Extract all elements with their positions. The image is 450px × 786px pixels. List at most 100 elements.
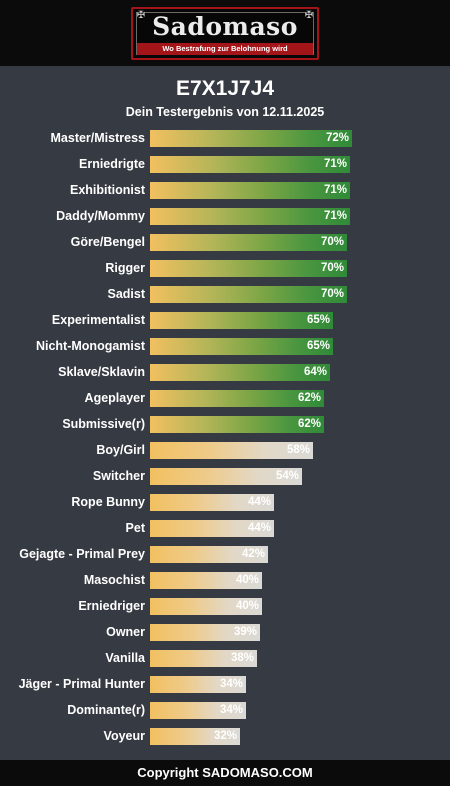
result-row: Gejagte - Primal Prey 42%: [0, 545, 450, 563]
result-id: E7X1J7J4: [175, 77, 275, 100]
result-bar: 71%: [150, 208, 350, 225]
result-row: Dominante(r) 34%: [0, 701, 450, 719]
result-bar: 58%: [150, 442, 313, 459]
result-label: Masochist: [83, 573, 145, 587]
result-row: Boy/Girl 58%: [0, 441, 450, 459]
result-bar: 71%: [150, 156, 350, 173]
result-label: Sadist: [107, 287, 145, 301]
result-label: Pet: [125, 521, 145, 535]
result-bar: 71%: [150, 182, 350, 199]
result-label: Jäger - Primal Hunter: [18, 677, 145, 691]
result-percentage: 70%: [320, 262, 344, 274]
result-percentage: 42%: [241, 548, 265, 560]
result-row: Sklave/Sklavin 64%: [0, 363, 450, 381]
result-label: Owner: [106, 625, 145, 639]
result-bar: 64%: [150, 364, 330, 381]
result-row: Göre/Bengel 70%: [0, 233, 450, 251]
result-label: Erniedriger: [78, 599, 145, 613]
result-label: Exhibitionist: [70, 183, 145, 197]
result-bar: 40%: [150, 598, 262, 615]
result-label: Sklave/Sklavin: [58, 365, 145, 379]
result-bar: 34%: [150, 676, 246, 693]
result-bar: 65%: [150, 312, 333, 329]
result-label: Daddy/Mommy: [56, 209, 145, 223]
result-subtitle: Dein Testergebnis von 12.11.2025: [125, 105, 325, 119]
site-logo[interactable]: ✠ ✠ Sadomaso Wo Bestrafung zur Belohnung…: [131, 7, 319, 60]
result-bar: 40%: [150, 572, 262, 589]
result-percentage: 34%: [219, 678, 243, 690]
result-row: Nicht-Monogamist 65%: [0, 337, 450, 355]
result-bar: 54%: [150, 468, 302, 485]
result-percentage: 44%: [247, 522, 271, 534]
result-percentage: 62%: [297, 418, 321, 430]
result-percentage: 40%: [235, 600, 259, 612]
result-row: Voyeur 32%: [0, 727, 450, 745]
result-percentage: 72%: [325, 132, 349, 144]
result-row: Master/Mistress 72%: [0, 129, 450, 147]
result-label: Erniedrigte: [79, 157, 145, 171]
result-row: Switcher 54%: [0, 467, 450, 485]
result-label: Rope Bunny: [71, 495, 145, 509]
result-row: Jäger - Primal Hunter 34%: [0, 675, 450, 693]
result-row: Erniedrigte 71%: [0, 155, 450, 173]
site-header: ✠ ✠ Sadomaso Wo Bestrafung zur Belohnung…: [0, 0, 450, 66]
result-label: Vanilla: [105, 651, 145, 665]
result-percentage: 71%: [323, 210, 347, 222]
result-label: Master/Mistress: [50, 131, 146, 145]
result-percentage: 40%: [235, 574, 259, 586]
result-label: Göre/Bengel: [70, 235, 145, 249]
result-bar: 72%: [150, 130, 352, 147]
result-row: Sadist 70%: [0, 285, 450, 303]
result-label: Voyeur: [103, 729, 145, 743]
result-row: Ageplayer 62%: [0, 389, 450, 407]
result-row: Submissive(r) 62%: [0, 415, 450, 433]
result-percentage: 54%: [275, 470, 299, 482]
result-label: Experimentalist: [51, 313, 145, 327]
result-percentage: 44%: [247, 496, 271, 508]
result-row: Daddy/Mommy 71%: [0, 207, 450, 225]
result-row: Owner 39%: [0, 623, 450, 641]
result-bar: 42%: [150, 546, 268, 563]
logo-ornament-icon: ✠: [136, 10, 146, 21]
result-percentage: 70%: [320, 236, 344, 248]
result-bar: 39%: [150, 624, 260, 641]
result-percentage: 65%: [306, 340, 330, 352]
result-label: Rigger: [105, 261, 145, 275]
result-percentage: 71%: [323, 184, 347, 196]
result-bar: 65%: [150, 338, 333, 355]
result-bar: 44%: [150, 494, 274, 511]
result-percentage: 32%: [213, 730, 237, 742]
result-bar: 70%: [150, 234, 347, 251]
result-row: Rope Bunny 44%: [0, 493, 450, 511]
result-percentage: 62%: [297, 392, 321, 404]
result-bar: 34%: [150, 702, 246, 719]
result-row: Pet 44%: [0, 519, 450, 537]
footer-copyright: Copyright SADOMASO.COM: [0, 760, 450, 786]
result-percentage: 39%: [233, 626, 257, 638]
result-percentage: 71%: [323, 158, 347, 170]
result-row: Masochist 40%: [0, 571, 450, 589]
result-row: Experimentalist 65%: [0, 311, 450, 329]
result-label: Gejagte - Primal Prey: [19, 547, 145, 561]
result-percentage: 38%: [230, 652, 254, 664]
result-row: Erniedriger 40%: [0, 597, 450, 615]
result-percentage: 70%: [320, 288, 344, 300]
result-bar: 62%: [150, 416, 324, 433]
result-label: Submissive(r): [62, 417, 145, 431]
result-percentage: 58%: [286, 444, 310, 456]
result-bar: 32%: [150, 728, 240, 745]
logo-tagline: Wo Bestrafung zur Belohnung wird: [137, 43, 313, 55]
logo-ornament-icon: ✠: [304, 10, 314, 21]
result-label: Switcher: [92, 469, 145, 483]
result-label: Nicht-Monogamist: [35, 339, 145, 353]
result-bar: 62%: [150, 390, 324, 407]
result-percentage: 65%: [306, 314, 330, 326]
result-percentage: 34%: [219, 704, 243, 716]
result-bar: 38%: [150, 650, 257, 667]
result-label: Boy/Girl: [96, 443, 145, 457]
result-bar: 44%: [150, 520, 274, 537]
logo-title: Sadomaso: [152, 12, 298, 41]
result-bar: 70%: [150, 286, 347, 303]
result-bar: 70%: [150, 260, 347, 277]
result-row: Exhibitionist 71%: [0, 181, 450, 199]
